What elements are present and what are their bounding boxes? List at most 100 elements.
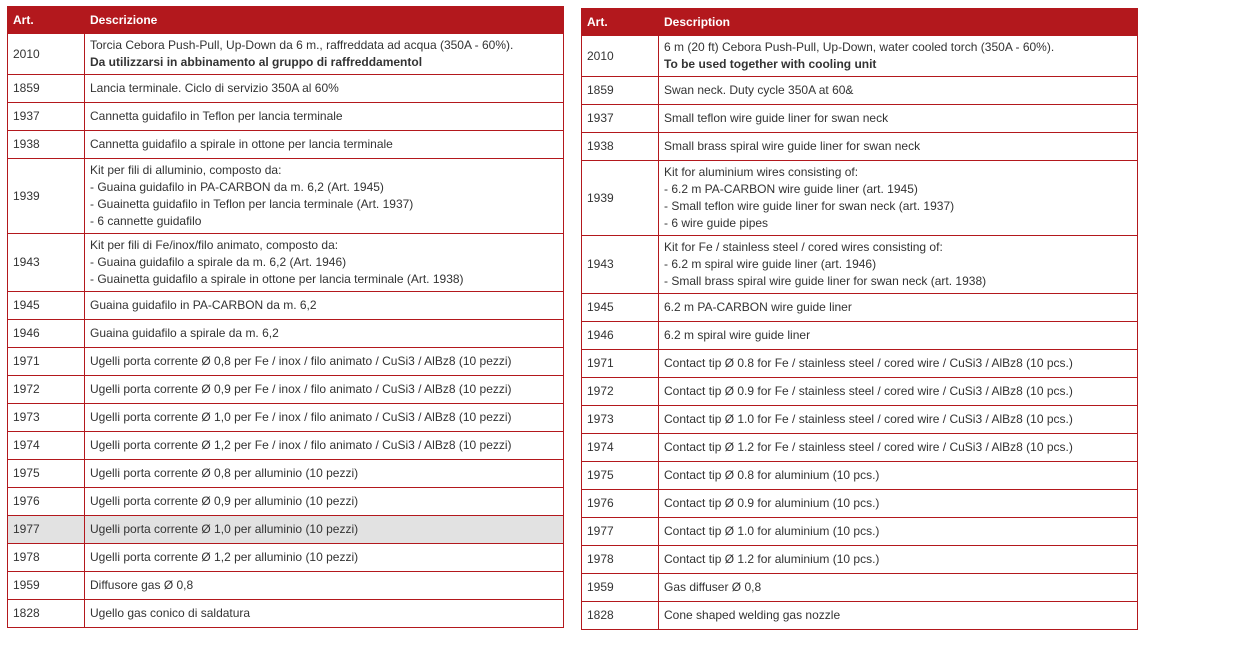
table-row: 1945 6.2 m PA-CARBON wire guide liner <box>581 293 1138 322</box>
cell-description: Contact tip Ø 1.2 for Fe / stainless ste… <box>658 433 1138 462</box>
table-row: 1978 Contact tip Ø 1.2 for aluminium (10 … <box>581 545 1138 574</box>
cell-art-number: 1971 <box>7 347 85 376</box>
table-row: 1937 Small teflon wire guide liner for sw… <box>581 104 1138 133</box>
table-row: 1938 Cannetta guidafilo a spirale in otto… <box>7 130 564 159</box>
description-line: Contact tip Ø 0.8 for aluminium (10 pcs.… <box>664 468 880 482</box>
cell-description: Contact tip Ø 1.0 for aluminium (10 pcs.… <box>658 517 1138 546</box>
table-row: 1973 Ugelli porta corrente Ø 1,0 per Fe /… <box>7 403 564 432</box>
table-row: 1973 Contact tip Ø 1.0 for Fe / stainless… <box>581 405 1138 434</box>
cell-art-number: 1938 <box>7 130 85 159</box>
cell-description: Lancia terminale. Ciclo di servizio 350A… <box>84 74 564 103</box>
cell-art-number: 1945 <box>7 291 85 320</box>
description-line: 6 m (20 ft) Cebora Push-Pull, Up-Down, w… <box>664 40 1055 54</box>
table-row: 1946 6.2 m spiral wire guide liner <box>581 321 1138 350</box>
header-art: Art. <box>581 8 659 36</box>
description-line: Small teflon wire guide liner for swan n… <box>664 111 889 125</box>
cell-description: Swan neck. Duty cycle 350A at 60& <box>658 76 1138 105</box>
cell-art-number: 1974 <box>581 433 659 462</box>
table-row: 1859 Swan neck. Duty cycle 350A at 60& <box>581 76 1138 105</box>
description-line: - Guaina guidafilo a spirale da m. 6,2 (… <box>90 255 347 269</box>
cell-art-number: 1971 <box>581 349 659 378</box>
description-line: - 6 wire guide pipes <box>664 216 769 230</box>
table-row: 1959 Diffusore gas Ø 0,8 <box>7 571 564 600</box>
cell-description: Ugello gas conico di saldatura <box>84 599 564 628</box>
cell-art-number: 1978 <box>7 543 85 572</box>
cell-description: Ugelli porta corrente Ø 1,0 per Fe / ino… <box>84 403 564 432</box>
description-line: - Guainetta guidafilo in Teflon per lanc… <box>90 197 414 211</box>
description-line: Ugelli porta corrente Ø 0,9 per allumini… <box>90 494 359 508</box>
table-row: 2010 Torcia Cebora Push-Pull, Up-Down da … <box>7 33 564 75</box>
cell-art-number: 1859 <box>581 76 659 105</box>
description-line: Ugelli porta corrente Ø 1,2 per allumini… <box>90 550 359 564</box>
description-line: Ugelli porta corrente Ø 1,0 per Fe / ino… <box>90 410 512 424</box>
table-row: 1977 Ugelli porta corrente Ø 1,0 per allu… <box>7 515 564 544</box>
description-line: Cone shaped welding gas nozzle <box>664 608 841 622</box>
cell-description: 6.2 m spiral wire guide liner <box>658 321 1138 350</box>
cell-description: 6 m (20 ft) Cebora Push-Pull, Up-Down, w… <box>658 35 1138 77</box>
cell-description: Small teflon wire guide liner for swan n… <box>658 104 1138 133</box>
description-line: 6.2 m PA-CARBON wire guide liner <box>664 300 852 314</box>
header-description: Description <box>658 8 1138 36</box>
cell-art-number: 1972 <box>581 377 659 406</box>
description-line: Da utilizzarsi in abbinamento al gruppo … <box>90 55 423 69</box>
table-row: 1828 Ugello gas conico di saldatura <box>7 599 564 628</box>
cell-art-number: 2010 <box>7 33 85 75</box>
table-body: 2010 Torcia Cebora Push-Pull, Up-Down da … <box>7 33 564 628</box>
description-line: Contact tip Ø 0.8 for Fe / stainless ste… <box>664 356 1073 370</box>
cell-description: Cannetta guidafilo a spirale in ottone p… <box>84 130 564 159</box>
cell-description: Kit per fili di Fe/inox/filo animato, co… <box>84 233 564 292</box>
description-line: Ugelli porta corrente Ø 0,8 per allumini… <box>90 466 359 480</box>
description-line: Ugelli porta corrente Ø 1,2 per Fe / ino… <box>90 438 512 452</box>
cell-description: Ugelli porta corrente Ø 1,2 per Fe / ino… <box>84 431 564 460</box>
description-line: Ugelli porta corrente Ø 0,8 per Fe / ino… <box>90 354 512 368</box>
table-row: 1937 Cannetta guidafilo in Teflon per lan… <box>7 102 564 131</box>
cell-art-number: 1943 <box>581 235 659 294</box>
table-row: 1938 Small brass spiral wire guide liner … <box>581 132 1138 161</box>
cell-art-number: 1946 <box>581 321 659 350</box>
description-line: Ugello gas conico di saldatura <box>90 606 251 620</box>
cell-description: Diffusore gas Ø 0,8 <box>84 571 564 600</box>
header-description: Descrizione <box>84 6 564 34</box>
table-row: 1939 Kit for aluminium wires consisting o… <box>581 160 1138 236</box>
description-line: Contact tip Ø 1.0 for Fe / stainless ste… <box>664 412 1073 426</box>
table-row: 1946 Guaina guidafilo a spirale da m. 6,2 <box>7 319 564 348</box>
table-header-row: Art. Description <box>581 8 1138 36</box>
cell-description: Gas diffuser Ø 0,8 <box>658 573 1138 602</box>
cell-description: Ugelli porta corrente Ø 1,2 per allumini… <box>84 543 564 572</box>
description-line: Guaina guidafilo a spirale da m. 6,2 <box>90 326 279 340</box>
cell-art-number: 1975 <box>581 461 659 490</box>
table-row: 1959 Gas diffuser Ø 0,8 <box>581 573 1138 602</box>
cell-art-number: 2010 <box>581 35 659 77</box>
description-line: - Guainetta guidafilo a spirale in otton… <box>90 272 464 286</box>
cell-description: Ugelli porta corrente Ø 0,8 per Fe / ino… <box>84 347 564 376</box>
table-row: 1945 Guaina guidafilo in PA-CARBON da m. … <box>7 291 564 320</box>
cell-art-number: 1959 <box>7 571 85 600</box>
cell-art-number: 1943 <box>7 233 85 292</box>
description-line: Contact tip Ø 0.9 for aluminium (10 pcs.… <box>664 496 880 510</box>
cell-description: Ugelli porta corrente Ø 0,8 per allumini… <box>84 459 564 488</box>
cell-description: Contact tip Ø 1.2 for aluminium (10 pcs.… <box>658 545 1138 574</box>
description-line: Small brass spiral wire guide liner for … <box>664 139 921 153</box>
cell-art-number: 1975 <box>7 459 85 488</box>
description-line: To be used together with cooling unit <box>664 57 877 71</box>
cell-art-number: 1939 <box>581 160 659 236</box>
table-row: 1976 Contact tip Ø 0.9 for aluminium (10 … <box>581 489 1138 518</box>
table-body: 2010 6 m (20 ft) Cebora Push-Pull, Up-Dow… <box>581 35 1138 630</box>
description-line: Kit for aluminium wires consisting of: <box>664 165 859 179</box>
cell-art-number: 1859 <box>7 74 85 103</box>
cell-art-number: 1977 <box>7 515 85 544</box>
cell-art-number: 1939 <box>7 158 85 234</box>
description-line: 6.2 m spiral wire guide liner <box>664 328 811 342</box>
cell-art-number: 1976 <box>7 487 85 516</box>
description-line: Ugelli porta corrente Ø 1,0 per allumini… <box>90 522 359 536</box>
description-line: Contact tip Ø 1.2 for aluminium (10 pcs.… <box>664 552 880 566</box>
cell-art-number: 1938 <box>581 132 659 161</box>
description-line: Diffusore gas Ø 0,8 <box>90 578 194 592</box>
description-line: - Small teflon wire guide liner for swan… <box>664 199 955 213</box>
header-art: Art. <box>7 6 85 34</box>
parts-table-italian: Art. Descrizione 2010 Torcia Cebora Push-… <box>7 6 564 628</box>
cell-description: Small brass spiral wire guide liner for … <box>658 132 1138 161</box>
table-row: 1974 Contact tip Ø 1.2 for Fe / stainless… <box>581 433 1138 462</box>
description-line: Contact tip Ø 1.2 for Fe / stainless ste… <box>664 440 1073 454</box>
table-row: 1828 Cone shaped welding gas nozzle <box>581 601 1138 630</box>
